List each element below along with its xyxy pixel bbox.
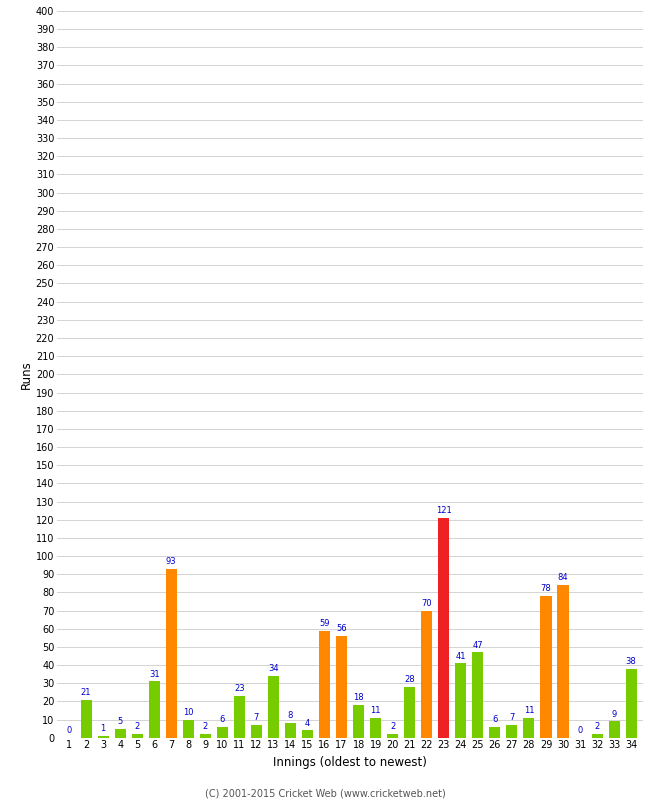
Bar <box>268 676 279 738</box>
Bar <box>251 725 262 738</box>
Bar <box>625 669 636 738</box>
Text: 2: 2 <box>595 722 600 731</box>
Bar <box>217 727 228 738</box>
Bar <box>455 663 466 738</box>
Text: 7: 7 <box>254 714 259 722</box>
Text: 2: 2 <box>390 722 395 731</box>
Bar <box>132 734 143 738</box>
Bar <box>319 630 330 738</box>
Bar <box>336 636 347 738</box>
Bar <box>523 718 534 738</box>
Text: 84: 84 <box>558 574 568 582</box>
Text: 4: 4 <box>305 718 310 728</box>
Bar <box>81 699 92 738</box>
Text: 1: 1 <box>101 724 106 733</box>
Bar <box>353 705 364 738</box>
Y-axis label: Runs: Runs <box>20 360 33 389</box>
Bar <box>183 719 194 738</box>
Text: 11: 11 <box>524 706 534 715</box>
Bar <box>473 652 484 738</box>
Text: 34: 34 <box>268 664 279 674</box>
Text: 121: 121 <box>436 506 452 515</box>
Bar <box>608 722 619 738</box>
X-axis label: Innings (oldest to newest): Innings (oldest to newest) <box>273 756 427 769</box>
Bar <box>98 736 109 738</box>
Text: 38: 38 <box>626 657 636 666</box>
Text: 7: 7 <box>509 714 515 722</box>
Text: 5: 5 <box>118 717 123 726</box>
Bar <box>489 727 500 738</box>
Bar <box>234 696 245 738</box>
Text: 21: 21 <box>81 688 92 697</box>
Text: 8: 8 <box>288 711 293 721</box>
Text: 59: 59 <box>319 618 330 628</box>
Text: 9: 9 <box>612 710 617 718</box>
Text: 28: 28 <box>404 675 415 684</box>
Text: 11: 11 <box>370 706 381 715</box>
Text: 0: 0 <box>66 726 72 735</box>
Bar <box>540 596 551 738</box>
Bar <box>370 718 381 738</box>
Text: 2: 2 <box>203 722 208 731</box>
Text: 23: 23 <box>234 684 244 694</box>
Text: 70: 70 <box>421 599 432 608</box>
Text: (C) 2001-2015 Cricket Web (www.cricketweb.net): (C) 2001-2015 Cricket Web (www.cricketwe… <box>205 788 445 798</box>
Bar <box>149 682 160 738</box>
Bar <box>200 734 211 738</box>
Bar <box>114 729 125 738</box>
Bar <box>506 725 517 738</box>
Text: 6: 6 <box>220 715 225 724</box>
Bar <box>302 730 313 738</box>
Bar <box>387 734 398 738</box>
Bar <box>558 585 569 738</box>
Bar <box>166 569 177 738</box>
Text: 0: 0 <box>577 726 582 735</box>
Text: 2: 2 <box>135 722 140 731</box>
Text: 78: 78 <box>541 584 551 594</box>
Text: 10: 10 <box>183 708 194 717</box>
Bar <box>285 723 296 738</box>
Text: 93: 93 <box>166 557 177 566</box>
Text: 41: 41 <box>456 651 466 661</box>
Text: 18: 18 <box>354 694 364 702</box>
Text: 56: 56 <box>336 624 347 634</box>
Text: 47: 47 <box>473 641 483 650</box>
Bar <box>438 518 449 738</box>
Text: 6: 6 <box>492 715 497 724</box>
Bar <box>592 734 603 738</box>
Text: 31: 31 <box>149 670 159 678</box>
Bar <box>421 610 432 738</box>
Bar <box>404 687 415 738</box>
